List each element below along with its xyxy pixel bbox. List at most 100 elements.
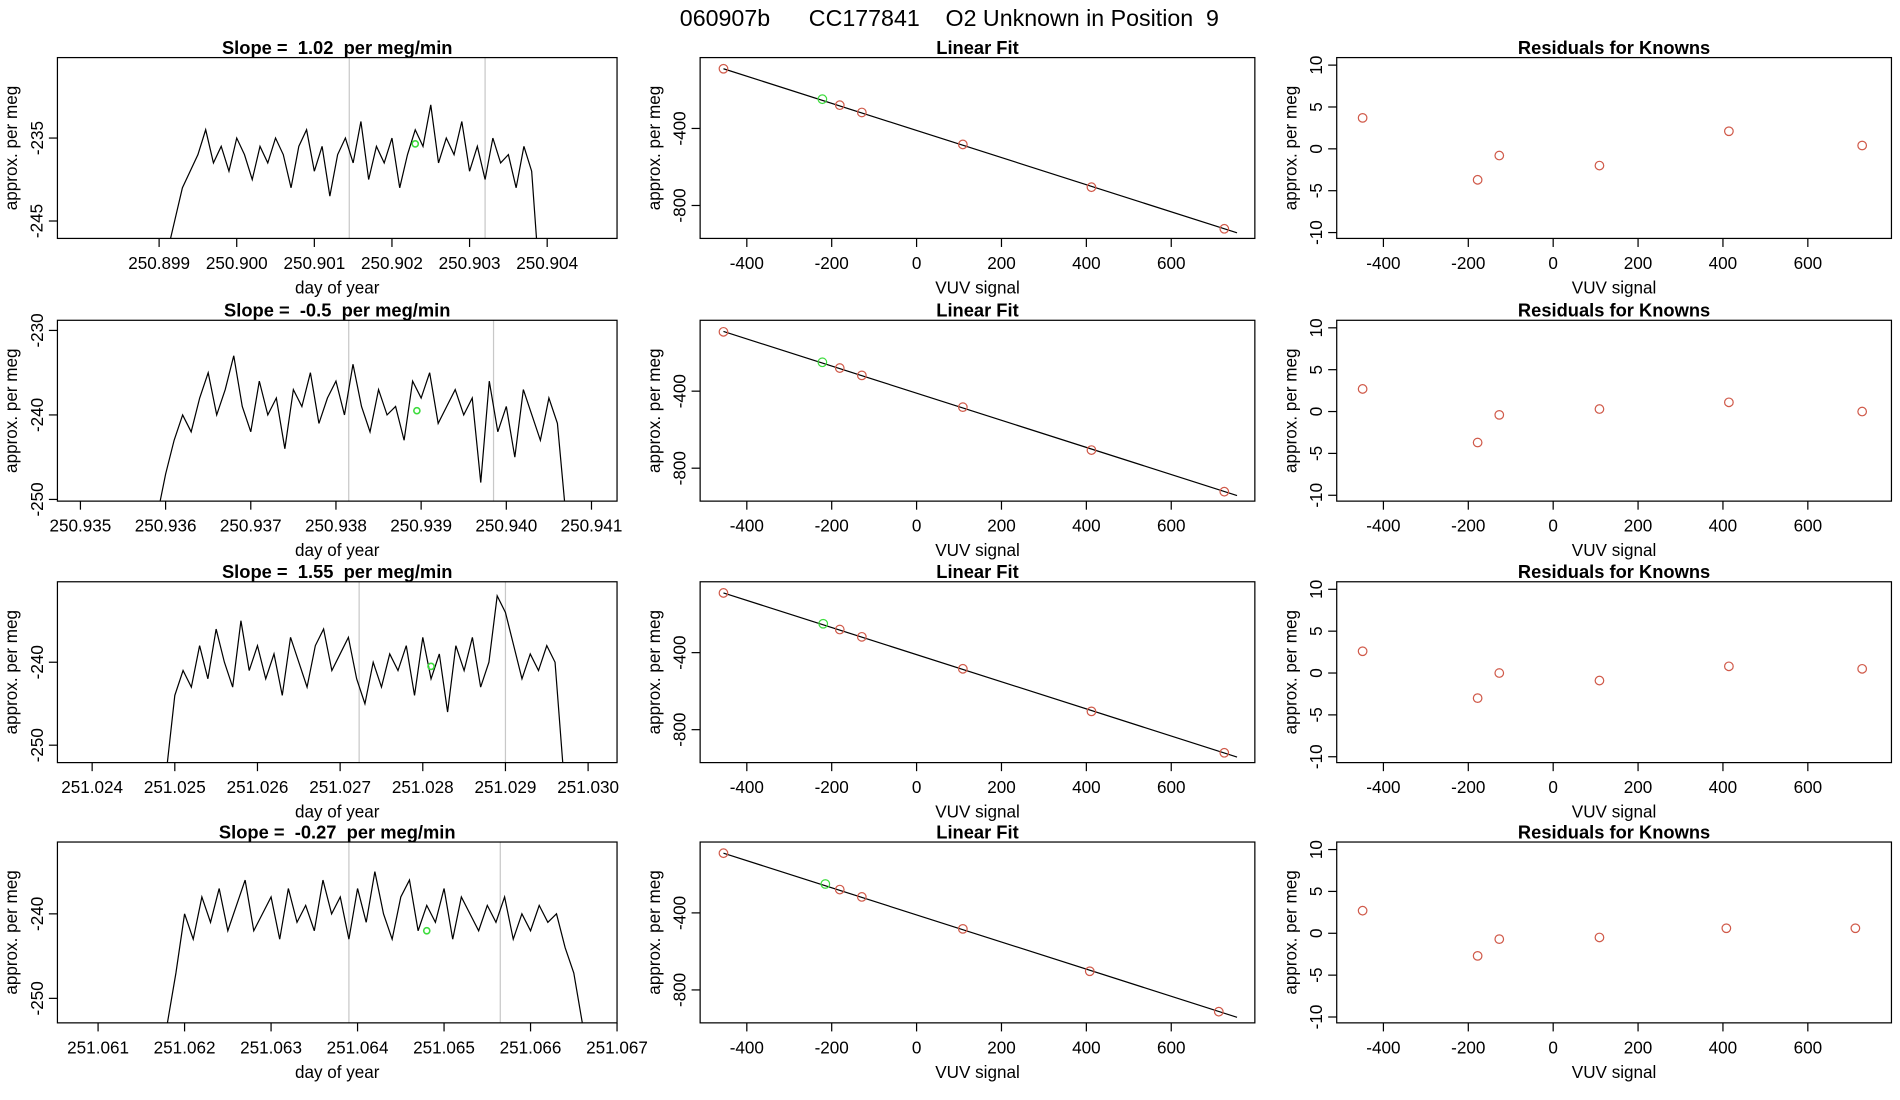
y-tick-label: 10 [1307, 580, 1326, 599]
point [1086, 706, 1097, 717]
y-tick-label: 5 [1307, 887, 1326, 897]
point [1494, 934, 1505, 945]
y-axis-label: approx. per meg [1281, 610, 1300, 734]
x-tick-label: 0 [912, 1038, 922, 1057]
y-tick-label: -800 [670, 451, 689, 485]
x-tick-label: 251.025 [144, 778, 206, 797]
x-tick-label: 251.030 [557, 778, 619, 797]
unknown-point [817, 94, 828, 105]
x-tick-label: 400 [1709, 778, 1738, 797]
plot-frame [1336, 581, 1893, 764]
point [1594, 675, 1605, 686]
x-tick-label: 0 [912, 254, 922, 273]
point [718, 63, 729, 74]
y-tick-label: 10 [1307, 56, 1326, 75]
x-tick-label: 250.937 [220, 517, 282, 536]
unknown-point [817, 357, 828, 368]
y-tick-label: 0 [1307, 144, 1326, 154]
plot-area [718, 588, 1238, 758]
x-tick-label: 400 [1709, 254, 1738, 273]
point [856, 370, 867, 381]
plot-frame [56, 319, 618, 502]
x-tick-label: -400 [1366, 517, 1400, 536]
point [1472, 174, 1483, 185]
x-tick-label: -400 [730, 517, 764, 536]
panel-title: Residuals for Knowns [1518, 37, 1710, 58]
y-tick-label: -400 [670, 374, 689, 408]
y-tick-label: -10 [1307, 744, 1326, 769]
x-tick-label: -400 [730, 1038, 764, 1057]
plot-area [1357, 384, 1868, 448]
panel-title: Linear Fit [936, 37, 1018, 58]
y-tick-label: -400 [670, 636, 689, 670]
plot-area [166, 581, 564, 763]
x-tick-label: 251.063 [240, 1038, 302, 1057]
x-tick-label: 250.941 [561, 517, 623, 536]
x-tick-label: 200 [987, 517, 1016, 536]
point [1857, 663, 1868, 674]
point [1357, 112, 1368, 123]
x-tick-label: 251.024 [61, 778, 123, 797]
x-tick-label: 251.026 [227, 778, 289, 797]
x-tick-label: -200 [815, 778, 849, 797]
point [1219, 223, 1230, 234]
point [1594, 160, 1605, 171]
point [1357, 384, 1368, 394]
panel-title: Linear Fit [936, 821, 1018, 842]
x-tick-label: 200 [1624, 778, 1653, 797]
point [1724, 397, 1734, 408]
plot-frame [56, 841, 618, 1024]
y-axis-label: approx. per meg [2, 870, 21, 994]
x-axis-label: day of year [295, 803, 380, 822]
x-tick-label: 600 [1157, 517, 1186, 536]
point [1472, 437, 1483, 448]
x-tick-label: -400 [1366, 254, 1400, 273]
point [1219, 486, 1230, 497]
y-tick-label: -250 [28, 981, 47, 1015]
x-tick-label: -200 [1451, 254, 1485, 273]
x-tick-label: 0 [912, 778, 922, 797]
x-axis-label: VUV signal [1572, 541, 1657, 560]
x-tick-label: 400 [1072, 1038, 1101, 1057]
x-tick-label: 251.067 [586, 1038, 648, 1057]
y-tick-label: -800 [670, 713, 689, 747]
y-tick-label: -230 [28, 313, 47, 347]
panel-title: Slope = 1.55 per meg/min [222, 561, 453, 582]
x-tick-label: -400 [1366, 1038, 1400, 1057]
plot-frame [699, 581, 1256, 764]
point [1857, 140, 1868, 151]
y-axis-label: approx. per meg [645, 86, 664, 210]
point [957, 139, 968, 150]
x-tick-label: 250.902 [361, 254, 423, 273]
x-axis-label: VUV signal [1572, 803, 1657, 822]
x-tick-label: 200 [987, 254, 1016, 273]
panel-title: Slope = -0.27 per meg/min [219, 821, 456, 842]
y-tick-label: -10 [1307, 1005, 1326, 1030]
x-tick-label: -200 [1451, 517, 1485, 536]
page-title: 060907b CC177841 O2 Unknown in Position … [680, 5, 1219, 31]
plot-area [159, 320, 566, 502]
point [1086, 445, 1097, 455]
y-axis-label: approx. per meg [1281, 348, 1300, 472]
x-tick-label: -400 [730, 778, 764, 797]
panel-title: Residuals for Knowns [1518, 300, 1710, 321]
plot-area [169, 57, 538, 239]
point [1721, 923, 1732, 934]
plot-area [1357, 112, 1868, 185]
point [1472, 693, 1483, 704]
point [718, 588, 729, 598]
point [1494, 150, 1505, 161]
x-tick-label: -200 [1451, 778, 1485, 797]
unknown-marker [413, 406, 421, 415]
x-tick-label: 0 [1548, 1038, 1558, 1057]
point [957, 402, 968, 413]
x-axis-label: VUV signal [935, 1063, 1020, 1082]
point [1086, 182, 1097, 193]
unknown-marker [427, 662, 435, 671]
y-tick-label: -800 [670, 188, 689, 222]
y-axis-label: approx. per meg [2, 348, 21, 472]
x-axis-label: day of year [295, 1063, 380, 1082]
x-axis-label: VUV signal [1572, 1063, 1657, 1082]
panel-title: Residuals for Knowns [1518, 561, 1710, 582]
x-axis-label: VUV signal [935, 541, 1020, 560]
